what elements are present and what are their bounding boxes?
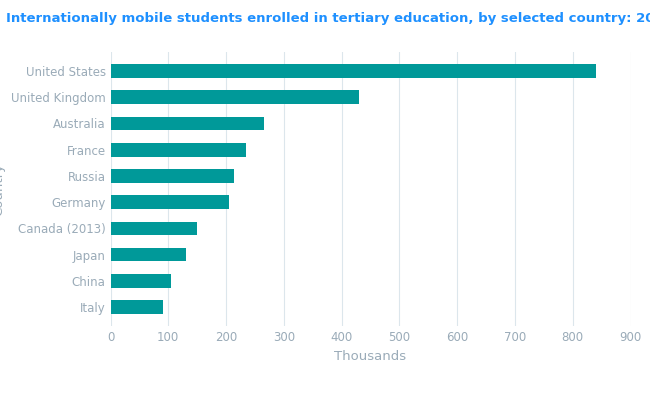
Text: Internationally mobile students enrolled in tertiary education, by selected coun: Internationally mobile students enrolled… — [6, 12, 650, 25]
Bar — [111, 248, 186, 261]
X-axis label: Thousands: Thousands — [335, 350, 406, 363]
Bar — [111, 300, 162, 314]
Y-axis label: Country: Country — [0, 162, 5, 216]
Bar — [111, 169, 233, 183]
Bar — [111, 90, 359, 104]
Bar — [111, 64, 596, 78]
Bar — [111, 195, 229, 209]
Bar — [111, 222, 197, 235]
Bar — [111, 117, 264, 130]
Bar — [111, 274, 171, 288]
Bar — [111, 143, 246, 156]
